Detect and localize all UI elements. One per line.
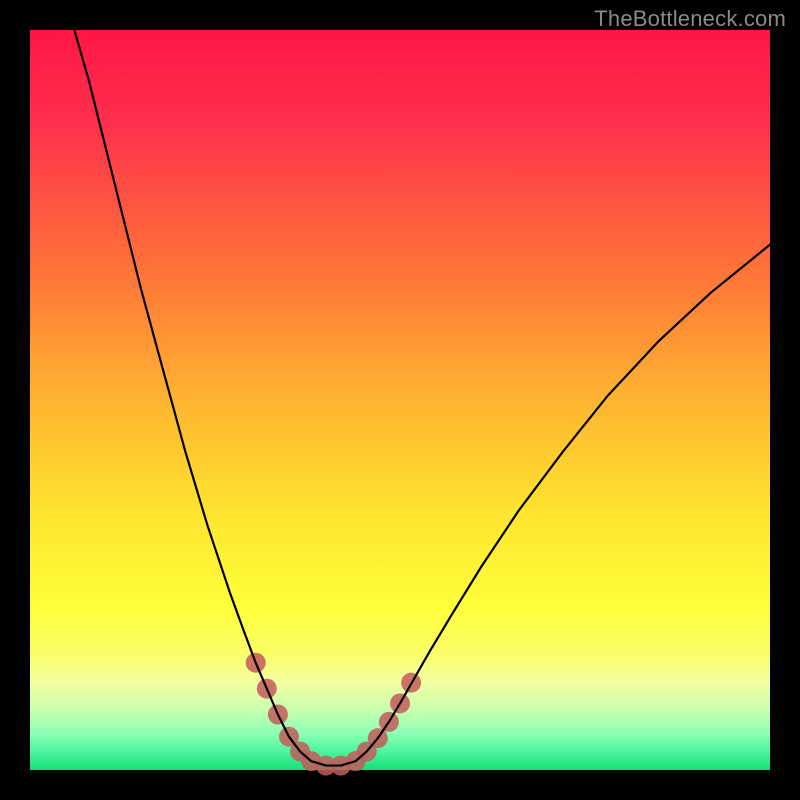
chart-svg <box>30 30 770 770</box>
bottleneck-curve <box>74 30 770 766</box>
plot-area <box>30 30 770 770</box>
watermark-text: TheBottleneck.com <box>594 6 786 32</box>
